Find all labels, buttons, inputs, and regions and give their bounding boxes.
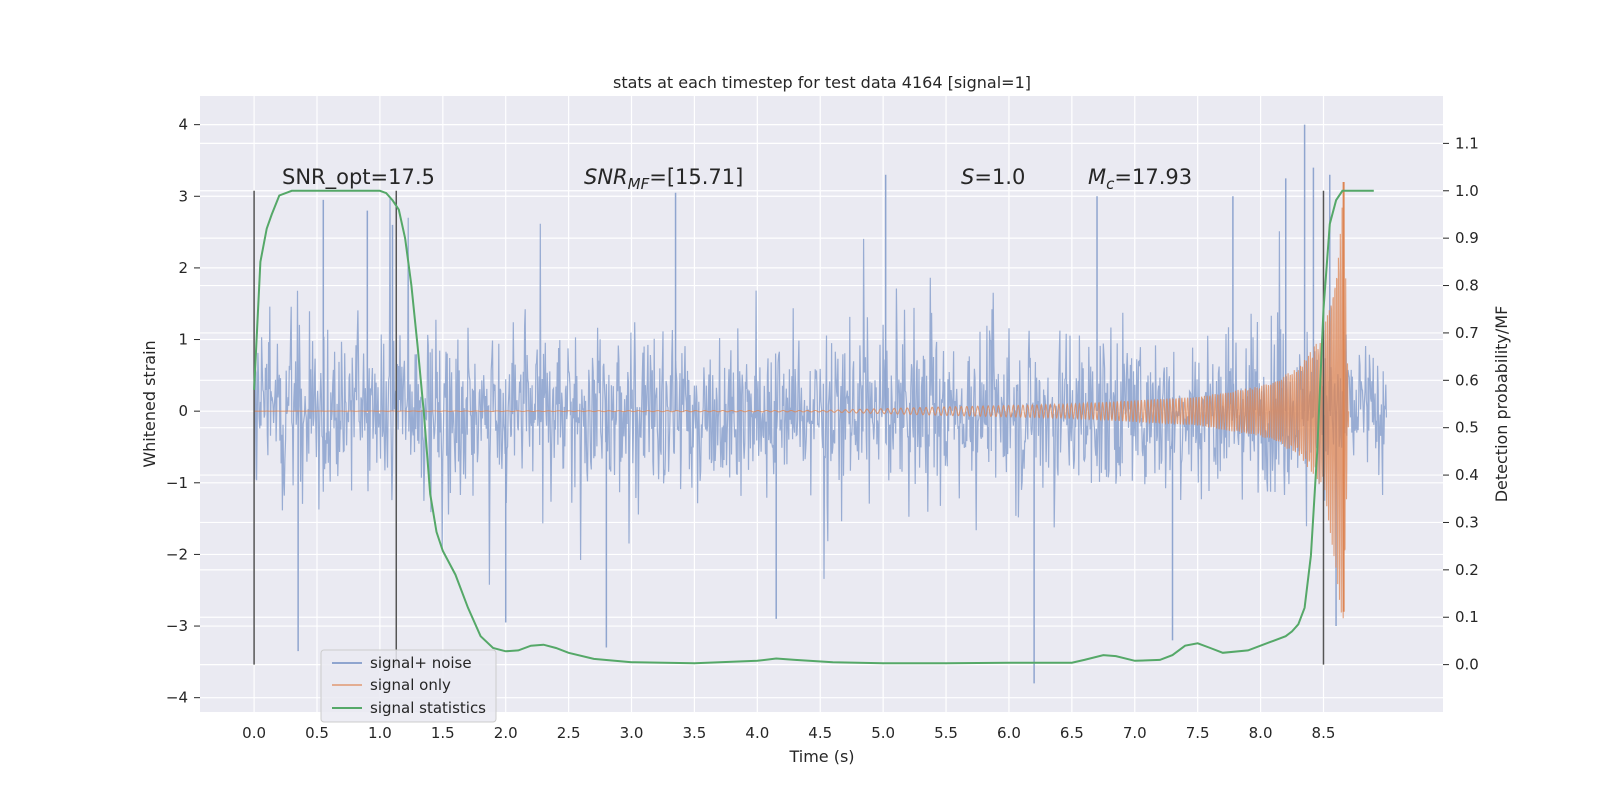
vertical-markers xyxy=(253,190,1325,665)
x-tick-label: 8.5 xyxy=(1312,724,1336,742)
s-symbol: S xyxy=(961,165,974,189)
x-tick-label: 6.5 xyxy=(1060,724,1084,742)
y2-axis-label: Detection probability/MF xyxy=(1492,306,1511,503)
chart-title: stats at each timestep for test data 416… xyxy=(613,73,1031,92)
y-tick-label: −2 xyxy=(166,545,188,563)
x-tick-label: 3.5 xyxy=(683,724,707,742)
legend-box xyxy=(320,649,497,723)
legend-label-stats: signal statistics xyxy=(370,699,486,717)
y2-tick-label: 0.1 xyxy=(1455,608,1479,626)
x-tick-label: 4.0 xyxy=(745,724,769,742)
y2-tick-label: 0.2 xyxy=(1455,561,1479,579)
x-tick-label: 8.0 xyxy=(1249,724,1273,742)
annotation-mc: Mc=17.93 xyxy=(1088,165,1192,193)
grid xyxy=(200,96,1443,712)
y-tick-label: 3 xyxy=(178,187,188,205)
signal-trace xyxy=(254,197,1350,619)
mc-sub: c xyxy=(1106,175,1115,193)
y2-tick-label: 1.1 xyxy=(1455,134,1479,152)
y2-tick-label: 0.4 xyxy=(1455,466,1479,484)
mc-value: =17.93 xyxy=(1114,165,1192,189)
y-tick-label: −1 xyxy=(166,474,188,492)
snr-mf-value: =[15.71] xyxy=(649,165,743,189)
mc-symbol: M xyxy=(1088,165,1106,189)
y-tick-label: 4 xyxy=(178,116,188,134)
series-signal-statistics xyxy=(253,189,1374,665)
legend: signal+ noise signal only signal statist… xyxy=(320,649,497,723)
annotation-snr-mf: SNRMF=[15.71] xyxy=(584,165,743,193)
legend-label-signal: signal only xyxy=(370,676,451,694)
y-axis-label: Whitened strain xyxy=(140,340,159,467)
noise-trace xyxy=(253,198,1387,585)
x-tick-label: 7.0 xyxy=(1123,724,1147,742)
legend-label-noise: signal+ noise xyxy=(370,654,472,672)
x-tick-label: 0.5 xyxy=(305,724,329,742)
y2-tick-label: 0.6 xyxy=(1455,371,1479,389)
y2-tick-label: 0.3 xyxy=(1455,513,1479,531)
y-tick-label: 2 xyxy=(178,259,188,277)
y-tick-label: −4 xyxy=(166,689,188,707)
y-axis-left: 4 3 2 1 0 −1 −2 −3 −4 xyxy=(166,116,200,707)
x-tick-label: 5.0 xyxy=(871,724,895,742)
x-tick-label: 4.5 xyxy=(808,724,832,742)
y2-tick-label: 0.7 xyxy=(1455,324,1479,342)
x-tick-label: 1.5 xyxy=(431,724,455,742)
stats-line xyxy=(253,189,1374,665)
y2-tick-label: 0.9 xyxy=(1455,229,1479,247)
x-axis-label: Time (s) xyxy=(788,747,854,766)
annotation-s: S=1.0 xyxy=(961,165,1025,189)
snr-mf-sub: MF xyxy=(628,175,650,193)
snr-mf-base: SNR xyxy=(584,165,628,189)
x-axis: 0.0 0.5 1.0 1.5 2.0 2.5 3.0 3.5 4.0 4.5 5.0 5.5 6.0 6… xyxy=(242,724,1335,742)
x-tick-label: 5.5 xyxy=(934,724,958,742)
y-tick-label: 1 xyxy=(178,331,188,349)
s-value: =1.0 xyxy=(974,165,1025,189)
annotation-snr-opt: SNR_opt=17.5 xyxy=(282,165,435,190)
x-tick-label: 7.5 xyxy=(1186,724,1210,742)
y2-tick-label: 0.5 xyxy=(1455,419,1479,437)
series-signal-only xyxy=(254,181,1350,619)
x-tick-label: 3.0 xyxy=(620,724,644,742)
x-tick-label: 6.0 xyxy=(997,724,1021,742)
x-tick-label: 2.5 xyxy=(557,724,581,742)
y2-tick-label: 0.8 xyxy=(1455,277,1479,295)
y2-tick-label: 1.0 xyxy=(1455,182,1479,200)
x-tick-label: 2.0 xyxy=(494,724,518,742)
y-tick-label: 0 xyxy=(178,402,188,420)
x-tick-label: 1.0 xyxy=(368,724,392,742)
y2-tick-label: 0.0 xyxy=(1455,656,1479,674)
x-tick-label: 0.0 xyxy=(242,724,266,742)
y-tick-label: −3 xyxy=(166,617,188,635)
y-axis-right: 1.1 1.0 0.9 0.8 0.7 0.6 0.5 0.4 0.3 0.2 0.1 0.0 xyxy=(1443,134,1479,674)
